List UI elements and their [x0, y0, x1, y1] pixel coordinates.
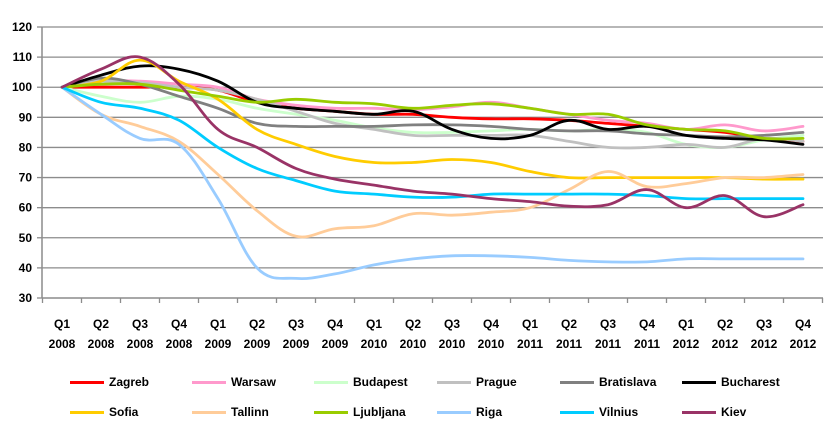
legend-label: Prague	[476, 375, 517, 389]
x-tick-label-quarter: Q4	[327, 317, 343, 331]
legend-swatch	[314, 410, 348, 414]
legend-label: Kiev	[721, 405, 747, 419]
legend-item-ljubljana: Ljubljana	[314, 402, 406, 422]
legend-swatch	[560, 380, 594, 384]
legend-item-prague: Prague	[437, 372, 517, 392]
x-tick-label-quarter: Q1	[54, 317, 70, 331]
series-line-kiev	[60, 55, 805, 219]
legend-label: Riga	[476, 405, 503, 419]
y-axis-ticks: 30 40 50 60 70 80 90 100 110 120	[12, 20, 42, 305]
series-lines	[60, 55, 805, 281]
legend-item-kiev: Kiev	[682, 402, 746, 422]
y-tick-label: 100	[12, 80, 32, 94]
legend-swatch	[70, 410, 104, 414]
series-line-riga	[60, 85, 805, 281]
legend-label: Zagreb	[109, 375, 150, 389]
legend-label: Sofia	[109, 405, 139, 419]
series-line-sofia	[60, 58, 805, 181]
y-tick-label: 70	[19, 171, 33, 185]
x-tick-label-quarter: Q3	[444, 317, 460, 331]
legend-item-vilnius: Vilnius	[560, 402, 638, 422]
legend-label: Vilnius	[599, 405, 639, 419]
legend-swatch	[437, 410, 471, 414]
legend-swatch	[192, 410, 226, 414]
legend-item-tallinn: Tallinn	[192, 402, 269, 422]
y-tick-label: 60	[19, 201, 33, 215]
legend-swatch	[682, 410, 716, 414]
x-tick-label-quarter: Q2	[405, 317, 421, 331]
x-tick-label-year: 2011	[595, 337, 621, 351]
series-line-vilnius	[60, 85, 805, 201]
x-tick-label-year: 2012	[751, 337, 778, 351]
x-tick-label-quarter: Q2	[249, 317, 265, 331]
legend-label: Ljubljana	[353, 405, 406, 419]
x-tick-label-year: 2009	[283, 337, 310, 351]
x-tick-label-year: 2008	[166, 337, 193, 351]
legend-item-bratislava: Bratislava	[560, 372, 656, 392]
y-tick-label: 30	[19, 291, 33, 305]
y-tick-label: 110	[13, 50, 33, 64]
x-tick-label-quarter: Q4	[171, 317, 187, 331]
legend-item-warsaw: Warsaw	[192, 372, 276, 392]
legend-item-budapest: Budapest	[314, 372, 408, 392]
legend-label: Budapest	[353, 375, 408, 389]
legend-swatch	[70, 380, 104, 384]
x-tick-label-quarter: Q3	[600, 317, 616, 331]
legend-row-1: Zagreb Warsaw Budapest Prague Bratislava…	[0, 372, 835, 392]
legend-item-sofia: Sofia	[70, 402, 138, 422]
legend-item-zagreb: Zagreb	[70, 372, 149, 392]
x-tick-label-year: 2010	[400, 337, 427, 351]
x-tick-label-quarter: Q1	[678, 317, 694, 331]
legend-row-2: Sofia Tallinn Ljubljana Riga Vilnius Kie…	[0, 402, 835, 422]
x-tick-label-year: 2008	[127, 337, 154, 351]
legend-label: Bucharest	[721, 375, 780, 389]
x-tick-label-quarter: Q2	[93, 317, 109, 331]
series-line-tallinn	[60, 85, 805, 239]
legend-item-bucharest: Bucharest	[682, 372, 780, 392]
x-tick-label-year: 2010	[361, 337, 388, 351]
x-tick-label-quarter: Q4	[795, 317, 811, 331]
x-tick-label-year: 2008	[49, 337, 76, 351]
y-tick-label: 40	[19, 261, 33, 275]
x-tick-label-quarter: Q1	[210, 317, 226, 331]
x-tick-label-year: 2009	[205, 337, 232, 351]
x-tick-label-year: 2009	[244, 337, 271, 351]
legend-swatch	[314, 380, 348, 384]
x-tick-label-quarter: Q2	[717, 317, 733, 331]
legend-item-riga: Riga	[437, 402, 502, 422]
x-axis-ticks: Q1 2008 Q2 2008 Q3 2008 Q4 2008 Q1 2009 Q2 2009 Q3 20…	[41, 298, 824, 351]
x-tick-label-quarter: Q4	[483, 317, 499, 331]
legend-label: Tallinn	[231, 405, 269, 419]
x-tick-label-quarter: Q3	[288, 317, 304, 331]
x-tick-label-year: 2012	[673, 337, 700, 351]
y-tick-label: 90	[19, 110, 33, 124]
legend-label: Bratislava	[599, 375, 657, 389]
y-tick-label: 120	[12, 20, 32, 34]
x-tick-label-year: 2010	[439, 337, 466, 351]
series-line-ljubljana	[60, 82, 805, 141]
x-tick-label-year: 2012	[712, 337, 739, 351]
line-chart: 30 40 50 60 70 80 90 100 110 120 Q1 2008 Q2 2008 Q3 20…	[12, 20, 824, 351]
x-tick-label-year: 2008	[88, 337, 115, 351]
x-tick-label-year: 2011	[634, 337, 660, 351]
x-tick-label-quarter: Q2	[561, 317, 577, 331]
legend-label: Warsaw	[231, 375, 276, 389]
y-tick-label: 50	[19, 231, 33, 245]
x-tick-label-year: 2012	[790, 337, 817, 351]
x-tick-label-quarter: Q3	[132, 317, 148, 331]
legend-swatch	[560, 410, 594, 414]
x-tick-label-year: 2010	[478, 337, 505, 351]
x-tick-label-quarter: Q1	[366, 317, 382, 331]
legend-swatch	[682, 380, 716, 384]
x-tick-label-quarter: Q4	[639, 317, 655, 331]
x-tick-label-year: 2009	[322, 337, 349, 351]
y-tick-label: 80	[19, 140, 33, 154]
x-tick-label-year: 2011	[517, 337, 543, 351]
x-tick-label-quarter: Q3	[756, 317, 772, 331]
legend-swatch	[437, 380, 471, 384]
legend-swatch	[192, 380, 226, 384]
x-tick-label-year: 2011	[556, 337, 582, 351]
x-tick-label-quarter: Q1	[522, 317, 538, 331]
series-line-bucharest	[60, 64, 805, 146]
